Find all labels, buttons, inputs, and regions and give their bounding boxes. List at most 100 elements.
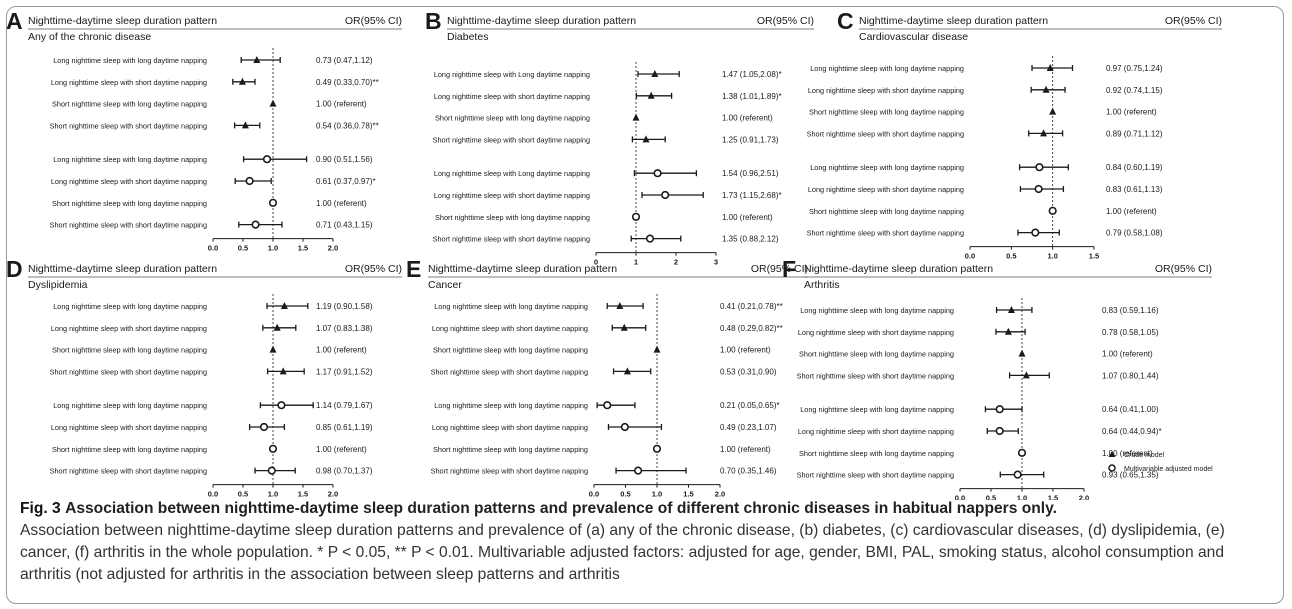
panel-letter: F <box>782 256 796 282</box>
row-label: Short nighttime sleep with short daytime… <box>807 129 964 138</box>
header-or: OR(95% CI) <box>751 263 808 275</box>
row-label: Short nighttime sleep with long daytime … <box>799 350 954 359</box>
crude-point-marker <box>1018 349 1026 357</box>
or-ci-text: 0.89 (0.71,1.12) <box>1106 129 1163 138</box>
row-label: Long nighttime sleep with Long daytime n… <box>434 169 590 178</box>
crude-point-marker <box>642 135 650 143</box>
x-tick-label: 0.5 <box>620 490 630 499</box>
x-tick-label: 0.0 <box>965 252 975 261</box>
panel-subtitle: Arthritis <box>804 279 840 291</box>
row-label: Short nighttime sleep with long daytime … <box>435 213 590 222</box>
figure-frame <box>6 6 1284 604</box>
crude-point-marker <box>1040 129 1048 137</box>
x-tick-label: 0 <box>594 258 598 267</box>
header-or: OR(95% CI) <box>345 15 402 27</box>
crude-point-marker <box>269 345 277 353</box>
row-label: Short nighttime sleep with long daytime … <box>52 346 207 355</box>
or-ci-text: 1.47 (1.05,2.08)* <box>722 70 782 79</box>
panel-d: D Nighttime-daytime sleep duration patter… <box>6 256 402 499</box>
crude-point-marker <box>273 323 281 331</box>
panel-a: A Nighttime-daytime sleep duration patter… <box>6 8 402 253</box>
or-ci-text: 0.97 (0.75,1.24) <box>1106 64 1163 73</box>
or-ci-text: 0.73 (0.47,1.12) <box>316 56 373 65</box>
figure-label: Fig. 3 <box>20 500 61 517</box>
or-ci-text: 1.00 (referent) <box>1102 350 1153 359</box>
crude-point-marker <box>279 367 287 375</box>
or-ci-text: 0.53 (0.31,0.90) <box>720 367 777 376</box>
panel-c: C Nighttime-daytime sleep duration patter… <box>807 8 1222 261</box>
row-label: Long nighttime sleep with long daytime n… <box>810 163 964 172</box>
crude-point-marker <box>1007 306 1015 313</box>
row-label: Long nighttime sleep with short daytime … <box>434 92 590 101</box>
panel-letter: A <box>6 8 23 34</box>
row-label: Short nighttime sleep with long daytime … <box>799 449 954 458</box>
header-or: OR(95% CI) <box>757 15 814 27</box>
row-label: Short nighttime sleep with short daytime… <box>50 367 207 376</box>
adjusted-point-marker <box>652 444 662 453</box>
forest-plot-figure: A Nighttime-daytime sleep duration patter… <box>6 8 1222 500</box>
row-label: Short nighttime sleep with long daytime … <box>433 445 588 454</box>
or-ci-text: 0.64 (0.44,0.94)* <box>1102 427 1162 436</box>
crude-point-marker <box>620 323 628 331</box>
or-ci-text: 1.25 (0.91,1.73) <box>722 135 779 144</box>
row-label: Short nighttime sleep with long daytime … <box>52 100 207 109</box>
x-tick-label: 3 <box>714 258 718 267</box>
row-label: Long nighttime sleep with long daytime n… <box>434 302 588 311</box>
crude-point-marker <box>1022 371 1030 379</box>
row-label: Short nighttime sleep with short daytime… <box>433 135 590 144</box>
x-tick-label: 0.5 <box>986 494 996 500</box>
adjusted-point-marker <box>1035 163 1044 172</box>
crude-point-marker <box>1004 327 1012 335</box>
or-ci-text: 1.00 (referent) <box>722 213 773 222</box>
figure-caption: Fig. 3 Association between nighttime-day… <box>20 498 1270 586</box>
panel-letter: C <box>837 8 854 34</box>
panel-b: B Nighttime-daytime sleep duration patter… <box>425 8 814 267</box>
x-tick-label: 1 <box>634 258 638 267</box>
panel-letter: B <box>425 8 442 34</box>
x-tick-label: 2.0 <box>328 244 338 253</box>
crude-point-marker <box>653 345 661 353</box>
or-ci-text: 0.48 (0.29,0.82)** <box>720 324 783 333</box>
or-ci-text: 1.14 (0.79,1.67) <box>316 401 373 410</box>
or-ci-text: 1.07 (0.83,1.38) <box>316 324 373 333</box>
panel-subtitle: Cancer <box>428 279 462 291</box>
row-label: Short nighttime sleep with short daytime… <box>50 121 207 130</box>
adjusted-point-marker <box>1048 206 1057 215</box>
or-ci-text: 0.41 (0.21,0.78)** <box>720 302 783 311</box>
row-label: Long nighttime sleep with long daytime n… <box>800 405 954 414</box>
or-ci-text: 0.49 (0.23,1.07) <box>720 423 777 432</box>
adjusted-point-marker <box>268 444 278 453</box>
x-tick-label: 0.0 <box>589 490 599 499</box>
row-label: Long nighttime sleep with short daytime … <box>432 324 588 333</box>
crude-point-marker <box>1046 64 1054 71</box>
row-label: Long nighttime sleep with short daytime … <box>808 185 964 194</box>
panel-letter: D <box>6 256 23 282</box>
adjusted-point-marker <box>1013 470 1022 479</box>
x-tick-label: 0.0 <box>955 494 965 500</box>
row-label: Long nighttime sleep with long daytime n… <box>53 56 207 65</box>
or-ci-text: 0.64 (0.41,1.00) <box>1102 405 1159 414</box>
crude-point-marker <box>280 302 288 309</box>
or-ci-text: 0.54 (0.36,0.78)** <box>316 121 379 130</box>
or-ci-text: 1.00 (referent) <box>316 199 367 208</box>
row-label: Long nighttime sleep with short daytime … <box>51 78 207 87</box>
row-label: Short nighttime sleep with short daytime… <box>50 221 207 230</box>
or-ci-text: 0.61 (0.37,0.97)* <box>316 177 376 186</box>
legend-adjusted-label: Multivariable adjusted model <box>1124 466 1213 473</box>
x-tick-label: 0.5 <box>238 490 248 499</box>
row-label: Long nighttime sleep with long daytime n… <box>53 155 207 164</box>
crude-point-marker <box>1042 85 1050 93</box>
row-label: Long nighttime sleep with Long daytime n… <box>434 70 590 79</box>
row-label: Long nighttime sleep with long daytime n… <box>53 302 207 311</box>
row-label: Long nighttime sleep with short daytime … <box>798 427 954 436</box>
or-ci-text: 0.98 (0.70,1.37) <box>316 467 373 476</box>
or-ci-text: 1.35 (0.88,2.12) <box>722 235 779 244</box>
panel-f: F Nighttime-daytime sleep duration patter… <box>782 256 1212 500</box>
crude-point-marker <box>241 121 249 129</box>
panel-letter: E <box>406 256 421 282</box>
header-or: OR(95% CI) <box>1165 15 1222 27</box>
caption-title: Association between nighttime-daytime sl… <box>65 500 1057 517</box>
adjusted-point-marker <box>1034 184 1043 194</box>
x-tick-label: 1.0 <box>652 490 662 499</box>
legend-crude-marker <box>1108 451 1116 457</box>
